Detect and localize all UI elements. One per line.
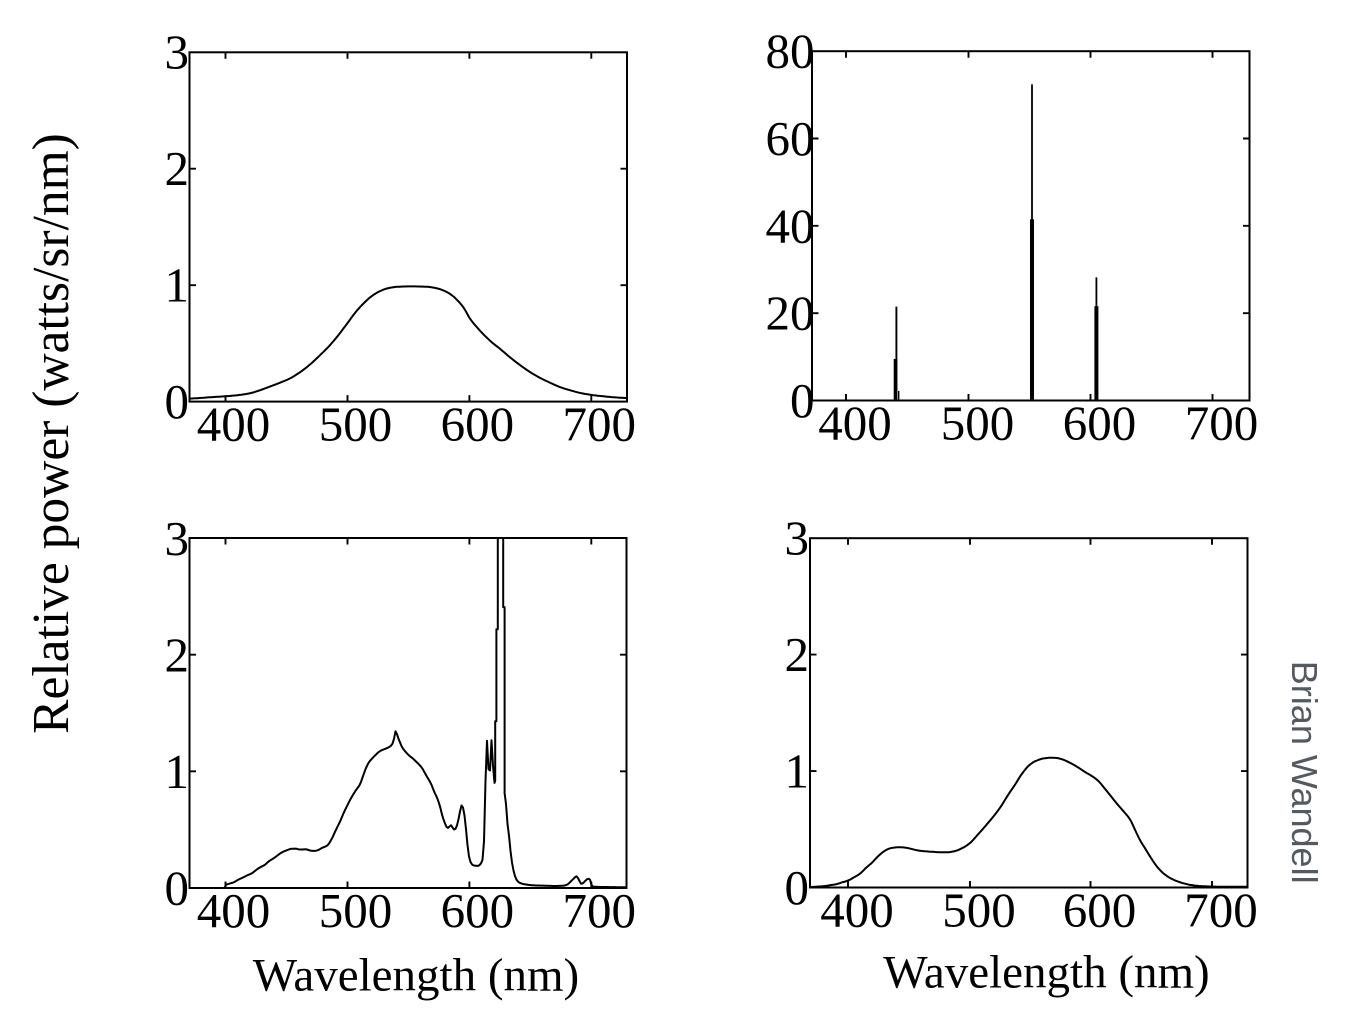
svg-text:3: 3 <box>785 511 810 566</box>
svg-text:1: 1 <box>165 258 190 313</box>
svg-text:400: 400 <box>818 396 892 451</box>
svg-text:3: 3 <box>165 25 190 80</box>
svg-text:400: 400 <box>820 883 894 938</box>
svg-text:Wavelength (nm): Wavelength (nm) <box>253 950 579 1002</box>
svg-text:600: 600 <box>441 883 515 938</box>
svg-text:20: 20 <box>766 286 815 341</box>
svg-text:0: 0 <box>165 860 190 915</box>
svg-text:0: 0 <box>790 373 815 428</box>
svg-text:2: 2 <box>785 627 810 682</box>
svg-text:0: 0 <box>785 860 810 915</box>
svg-text:3: 3 <box>165 511 190 566</box>
svg-text:Wavelength (nm): Wavelength (nm) <box>883 947 1209 999</box>
svg-text:2: 2 <box>165 141 190 196</box>
svg-text:2: 2 <box>165 627 190 682</box>
svg-text:400: 400 <box>197 397 271 452</box>
svg-text:0: 0 <box>165 374 190 429</box>
svg-text:500: 500 <box>941 396 1015 451</box>
svg-text:500: 500 <box>942 883 1016 938</box>
svg-text:500: 500 <box>319 883 393 938</box>
svg-text:600: 600 <box>441 397 515 452</box>
svg-text:700: 700 <box>563 397 637 452</box>
svg-text:500: 500 <box>319 397 393 452</box>
svg-text:60: 60 <box>766 111 815 166</box>
svg-text:600: 600 <box>1063 883 1137 938</box>
svg-text:700: 700 <box>1185 396 1259 451</box>
svg-text:Relative power (watts/sr/nm): Relative power (watts/sr/nm) <box>23 133 80 734</box>
svg-text:400: 400 <box>197 883 271 938</box>
svg-text:700: 700 <box>563 883 637 938</box>
svg-text:600: 600 <box>1063 396 1137 451</box>
svg-text:1: 1 <box>165 744 190 799</box>
svg-text:40: 40 <box>766 198 815 253</box>
svg-text:80: 80 <box>766 24 815 79</box>
svg-text:Brian Wandell: Brian Wandell <box>1284 661 1325 884</box>
svg-text:700: 700 <box>1184 883 1258 938</box>
svg-text:1: 1 <box>785 744 810 799</box>
